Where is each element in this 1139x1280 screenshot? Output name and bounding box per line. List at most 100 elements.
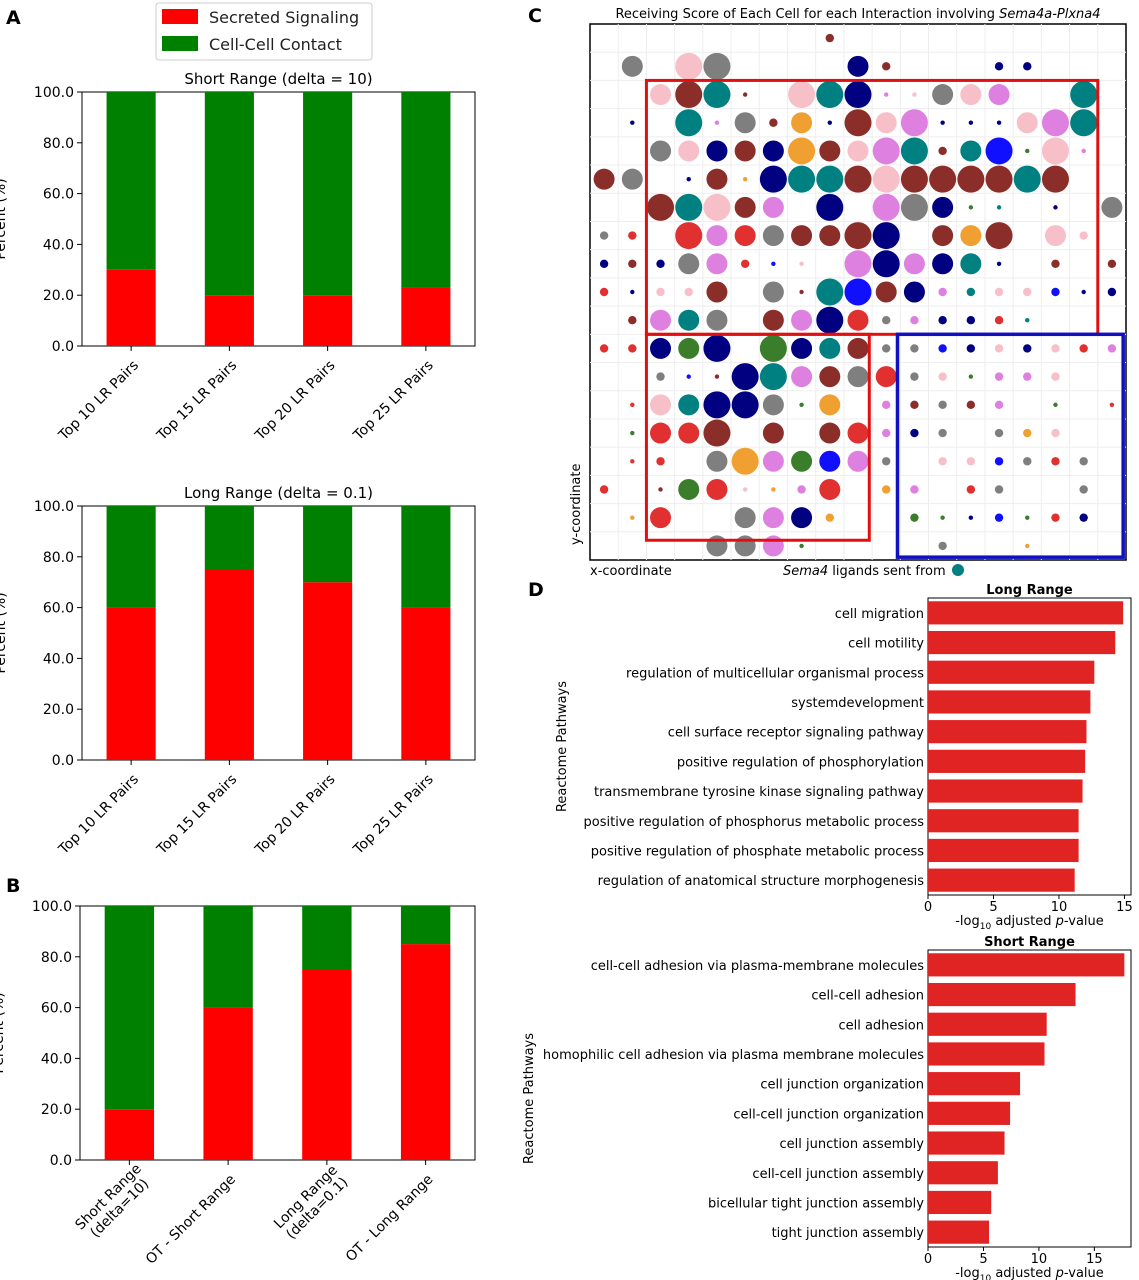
cell-point (599, 231, 609, 240)
sender-note: Sema4 ligands sent from (783, 564, 946, 579)
cell-point (872, 250, 900, 278)
cell-point (762, 422, 784, 444)
x-axis-label: -log10 adjusted p-value (955, 914, 1104, 932)
cell-point (628, 259, 637, 268)
cell-point (684, 287, 693, 297)
pathway-bar (928, 809, 1079, 833)
cell-point (791, 450, 813, 472)
chart-title: Receiving Score of Each Cell for each In… (615, 7, 1100, 22)
cell-point (996, 120, 1002, 125)
cell-point (628, 316, 637, 325)
cell-point (994, 372, 1004, 381)
pathway-bar (928, 779, 1083, 803)
red-highlight-box (644, 332, 871, 542)
cell-point (847, 337, 869, 359)
pathway-bar (928, 749, 1086, 773)
y-axis-label: Percent (%) (0, 992, 7, 1073)
pathway-bar (928, 1012, 1047, 1036)
cell-point (819, 478, 841, 500)
cell-point (650, 422, 672, 444)
cell-point (788, 165, 816, 193)
cell-point (1109, 402, 1115, 408)
cell-point (762, 535, 784, 557)
cell-point (797, 485, 806, 494)
cell-point (1023, 287, 1032, 297)
cell-point (1041, 165, 1069, 193)
cell-point (938, 287, 947, 297)
y-axis-label: Reactome Pathways (522, 1033, 537, 1164)
x-tick-label: 5 (979, 1252, 987, 1267)
x-tick-label: Top 20 LR Pairs (252, 358, 339, 445)
pathway-bar (928, 838, 1079, 863)
x-tick-label: Top 10 LR Pairs (55, 358, 142, 445)
x-tick-label: Top 15 LR Pairs (153, 358, 240, 445)
cell-point (650, 140, 672, 162)
cell-point (994, 400, 1004, 410)
cell-point (968, 120, 974, 125)
cell-point (994, 428, 1004, 438)
cell-point (628, 231, 637, 240)
cell-point (882, 316, 891, 325)
cell-point (706, 168, 728, 190)
pathway-bar (928, 660, 1095, 684)
cell-point (966, 316, 976, 325)
pathway-bar (928, 982, 1076, 1007)
y-tick-label: 100.0 (34, 499, 74, 515)
x-tick-label: Top 25 LR Pairs (350, 358, 437, 445)
x-tick-label: Top 10 LR Pairs (55, 772, 142, 859)
cell-point (630, 430, 635, 436)
cell-point (706, 253, 728, 275)
cell-point (910, 513, 919, 522)
y-axis-label: y-coordinate (569, 464, 584, 546)
cell-point (656, 457, 665, 466)
cell-point (630, 289, 635, 295)
x-axis-label: x-coordinate (590, 564, 672, 579)
cell-point (872, 137, 900, 165)
cell-point (882, 428, 891, 438)
cell-point (734, 507, 756, 529)
cell-point (742, 487, 748, 492)
cell-point (650, 507, 672, 529)
bar-contact (303, 506, 353, 583)
pathway-label: cell-cell adhesion (811, 989, 924, 1004)
cell-point (658, 487, 663, 492)
bar-secreted (203, 1007, 253, 1160)
cell-point (844, 81, 872, 109)
cell-point (1023, 372, 1032, 381)
cell-point (1025, 515, 1030, 520)
cell-point (994, 513, 1004, 522)
bar-contact (401, 506, 451, 608)
bar-secreted (104, 1109, 155, 1160)
cell-point (656, 259, 665, 268)
cell-point (968, 205, 974, 210)
cell-point (966, 457, 976, 466)
cell-point (1041, 137, 1069, 165)
cell-point (731, 363, 759, 391)
cell-point (706, 478, 728, 500)
cell-point (621, 168, 643, 190)
pathway-label: homophilic cell adhesion via plasma memb… (543, 1048, 924, 1063)
cell-point (929, 165, 957, 193)
cell-point (938, 372, 947, 381)
cell-point (731, 447, 759, 475)
cell-point (656, 287, 665, 297)
cell-point (960, 225, 982, 247)
cell-point (938, 146, 947, 156)
cell-point (762, 309, 784, 331)
cell-point (884, 92, 889, 97)
cell-point (788, 137, 816, 165)
cell-point (1107, 259, 1117, 268)
pathway-bar (928, 1072, 1021, 1096)
cell-point (844, 165, 872, 193)
pathway-label: cell junction assembly (779, 1137, 924, 1152)
cell-point (742, 92, 748, 97)
bar-secreted (106, 607, 156, 760)
cell-point (678, 394, 700, 416)
pathway-label: cell adhesion (838, 1018, 924, 1033)
cell-point (900, 193, 928, 221)
cell-point (675, 52, 703, 80)
x-tick-label: 5 (989, 900, 997, 915)
cell-point (731, 391, 759, 419)
cell-point (706, 225, 728, 247)
y-tick-label: 0.0 (52, 753, 74, 769)
